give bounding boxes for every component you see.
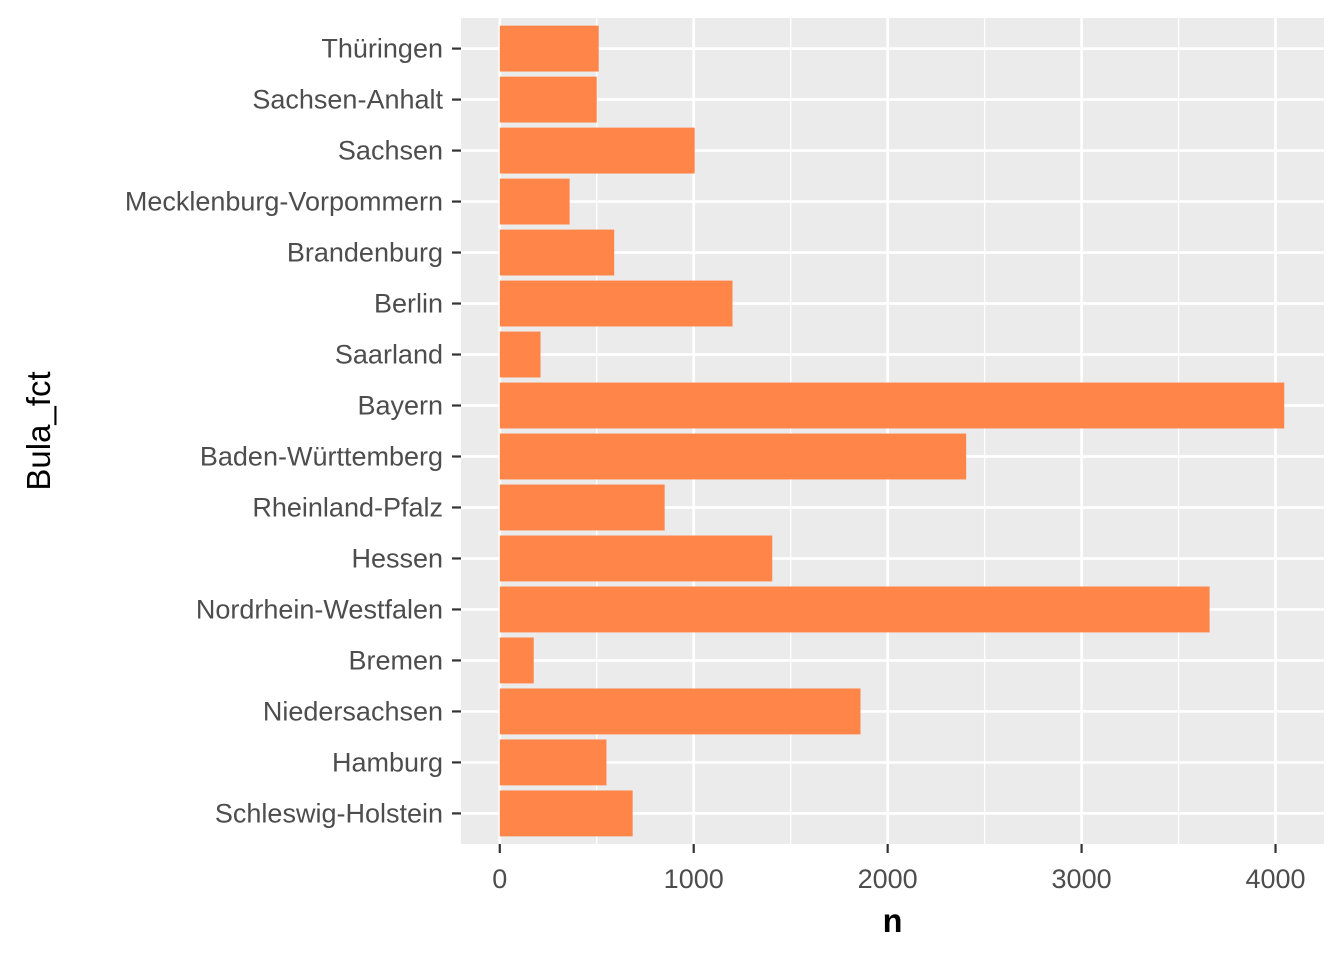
bar	[499, 688, 861, 735]
bars	[499, 25, 1285, 837]
y-tick-label: Brandenburg	[287, 238, 443, 268]
bar	[499, 127, 695, 174]
x-axis: 0 1000 2000 3000 4000	[492, 844, 1306, 894]
y-tick-label: Mecklenburg-Vorpommern	[125, 187, 443, 217]
bar	[499, 790, 633, 837]
x-axis-title: n	[883, 905, 903, 942]
bar	[499, 178, 570, 225]
y-tick-label: Schleswig-Holstein	[215, 798, 443, 828]
y-tick-label: Niedersachsen	[263, 696, 443, 726]
x-tick-label: 1000	[664, 864, 724, 894]
bar	[499, 484, 665, 531]
bar	[499, 331, 541, 378]
grid-major	[461, 18, 1324, 844]
x-tick-label: 3000	[1052, 864, 1112, 894]
x-tick-label: 2000	[858, 864, 918, 894]
bar	[499, 433, 967, 480]
y-tick-label: Sachsen-Anhalt	[252, 85, 443, 115]
bar	[499, 637, 534, 684]
y-axis-title: Bula_fct	[20, 371, 57, 490]
bar	[499, 739, 607, 786]
y-tick-label: Nordrhein-Westfalen	[196, 594, 443, 624]
y-tick-label: Sachsen	[338, 136, 443, 166]
y-tick-label: Bremen	[348, 645, 443, 675]
bar	[499, 586, 1210, 633]
y-tick-label: Bayern	[357, 391, 443, 421]
bar	[499, 25, 599, 72]
y-tick-label: Hessen	[351, 543, 443, 573]
y-axis: Schleswig-Holstein Hamburg Niedersachsen Br…	[125, 34, 461, 828]
y-tick-label: Hamburg	[332, 747, 443, 777]
y-tick-label: Berlin	[374, 289, 443, 319]
y-tick-label: Saarland	[335, 340, 443, 370]
bar	[499, 229, 615, 276]
bar	[499, 535, 773, 582]
y-tick-label: Baden-Württemberg	[200, 441, 443, 471]
bar	[499, 76, 597, 123]
x-tick-label: 4000	[1245, 864, 1305, 894]
y-tick-label: Rheinland-Pfalz	[252, 492, 443, 522]
bar	[499, 382, 1285, 429]
y-tick-label: Thüringen	[321, 34, 443, 64]
x-tick-label: 0	[492, 864, 507, 894]
bar	[499, 280, 733, 327]
